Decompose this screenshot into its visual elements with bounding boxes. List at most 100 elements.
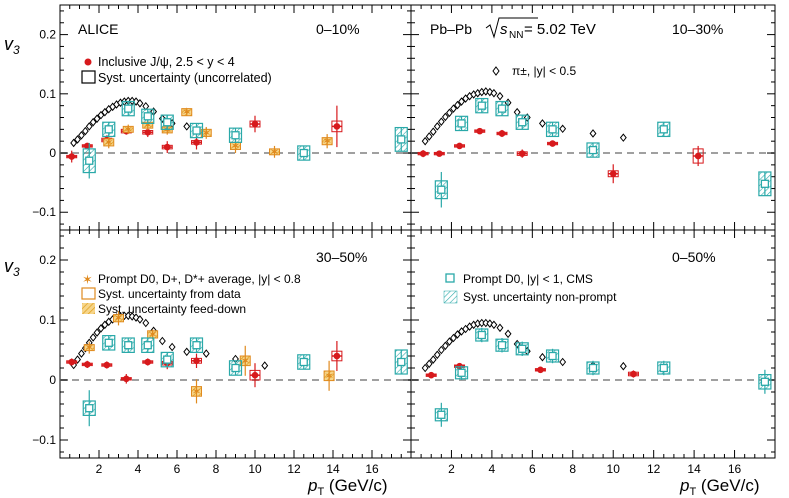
series-group: ✶✶✶✶✶✶✶✶✶ — [66, 96, 408, 179]
y-tick-label: 0 — [49, 146, 56, 160]
jpsi-point — [694, 152, 702, 160]
cms-point — [163, 118, 172, 127]
jpsi-point — [251, 371, 259, 379]
cms-point — [497, 104, 507, 113]
jpsi-point — [609, 170, 617, 178]
pi-point — [429, 355, 437, 364]
jpsi-point — [476, 127, 484, 135]
cms-point — [497, 341, 507, 350]
pi-point — [183, 122, 191, 131]
cms-point — [231, 131, 240, 140]
d-point: ✶ — [143, 118, 153, 132]
ylabel-bottom: v3 — [4, 256, 20, 279]
pi-point — [81, 126, 89, 136]
cms-point — [548, 351, 557, 361]
cms-point — [124, 341, 133, 350]
legend-d-fd-box — [82, 303, 95, 314]
svg-text:Syst. uncertainty feed-down: Syst. uncertainty feed-down — [98, 302, 246, 316]
d-point: ✶ — [84, 341, 94, 355]
ylabel-top: v3 — [4, 34, 20, 57]
cms-point — [143, 112, 152, 121]
svg-text:NN: NN — [509, 30, 523, 41]
jpsi-point — [419, 150, 427, 157]
x-tick-label: 14 — [687, 462, 701, 476]
svg-text:= 5.02 TeV: = 5.02 TeV — [524, 21, 596, 38]
panel-frame — [59, 4, 412, 231]
pi-point — [93, 328, 101, 337]
y-tick-label: 0.2 — [39, 28, 56, 42]
svg-text:Prompt D0, D+, D*+ average, |y: Prompt D0, D+, D*+ average, |y| < 0.8 — [98, 272, 301, 286]
pi-point — [70, 138, 78, 148]
x-tick-label: 16 — [365, 462, 379, 476]
jpsi-point — [333, 123, 341, 130]
jpsi-point — [144, 129, 152, 136]
pi-point — [89, 333, 97, 342]
pi-point — [589, 129, 597, 138]
jpsi-point — [456, 142, 463, 150]
svg-text:Syst. uncertainty from data: Syst. uncertainty from data — [98, 287, 241, 301]
jpsi-point — [549, 140, 556, 147]
d-point: ✶ — [182, 105, 192, 119]
jpsi-point — [144, 358, 152, 366]
svg-text:Syst. uncertainty (uncorrelate: Syst. uncertainty (uncorrelated) — [98, 71, 272, 85]
jpsi-point — [498, 130, 506, 137]
x-tick-label: 10 — [607, 462, 621, 476]
cms-point — [518, 118, 527, 127]
jpsi-point — [251, 120, 259, 128]
series-group — [417, 87, 772, 208]
jpsi-point — [193, 357, 200, 365]
d-point: ✶ — [240, 354, 250, 368]
pi-point — [97, 324, 105, 333]
cms-point — [760, 377, 770, 386]
x-tick-label: 6 — [529, 462, 536, 476]
legend-bottom-left: ✶ Prompt D0, D+, D*+ average, |y| < 0.8 … — [81, 272, 301, 316]
legend-jpsi-marker — [84, 58, 92, 66]
alice-label: ALICE — [78, 21, 118, 37]
legend-d-data-box — [81, 287, 96, 300]
pi-point — [619, 133, 627, 142]
panel-top-left: −0.100.10.2✶✶✶✶✶✶✶✶✶ — [32, 4, 412, 231]
jpsi-point — [333, 352, 341, 360]
cms-point — [548, 125, 557, 134]
jpsi-point — [427, 371, 435, 379]
pi-point — [433, 350, 441, 360]
pi-point — [559, 124, 567, 134]
x-tick-label: 2 — [448, 462, 455, 476]
pi-point — [539, 352, 546, 362]
pi-point — [89, 117, 97, 127]
pi-point — [429, 127, 437, 137]
pi-point — [454, 100, 461, 110]
x-tick-label: 8 — [213, 462, 220, 476]
pi-point — [482, 318, 490, 328]
cms-point — [85, 156, 94, 165]
cms-point — [659, 125, 668, 134]
pi-point — [158, 336, 166, 346]
cms-point — [231, 363, 240, 373]
pi-point — [85, 122, 93, 131]
pi-point — [183, 347, 191, 357]
d-point: ✶ — [230, 139, 240, 153]
legend-cms-np-box — [443, 290, 458, 304]
legend-d-marker: ✶ — [82, 272, 93, 287]
cms-point — [457, 119, 466, 128]
centrality-0-50: 0–50% — [672, 249, 716, 265]
x-tick-label: 8 — [569, 462, 576, 476]
cms-point — [477, 101, 486, 110]
panel-frame — [410, 229, 776, 459]
svg-text:Syst. uncertainty non-prompt: Syst. uncertainty non-prompt — [463, 290, 617, 304]
series-group: ✶ ✶ ✶ ✶ ✶ ✶ — [66, 311, 408, 427]
pi-point — [202, 349, 210, 358]
pi-point — [437, 345, 445, 355]
x-tick-label: 10 — [248, 462, 262, 476]
pi-point — [450, 104, 457, 113]
d-point: ✶ — [123, 122, 133, 136]
pi-point — [482, 87, 490, 96]
x-tick-label: 4 — [135, 462, 142, 476]
cms-point — [124, 104, 133, 113]
d-point: ✶ — [113, 311, 123, 325]
cms-point — [397, 357, 406, 367]
energy-label: s NN = 5.02 TeV — [485, 17, 596, 41]
pi-point — [490, 320, 498, 330]
x-tick-label: 12 — [287, 462, 301, 476]
legend-bottom-right: Prompt D0, |y| < 1, CMS Syst. uncertaint… — [443, 272, 617, 304]
